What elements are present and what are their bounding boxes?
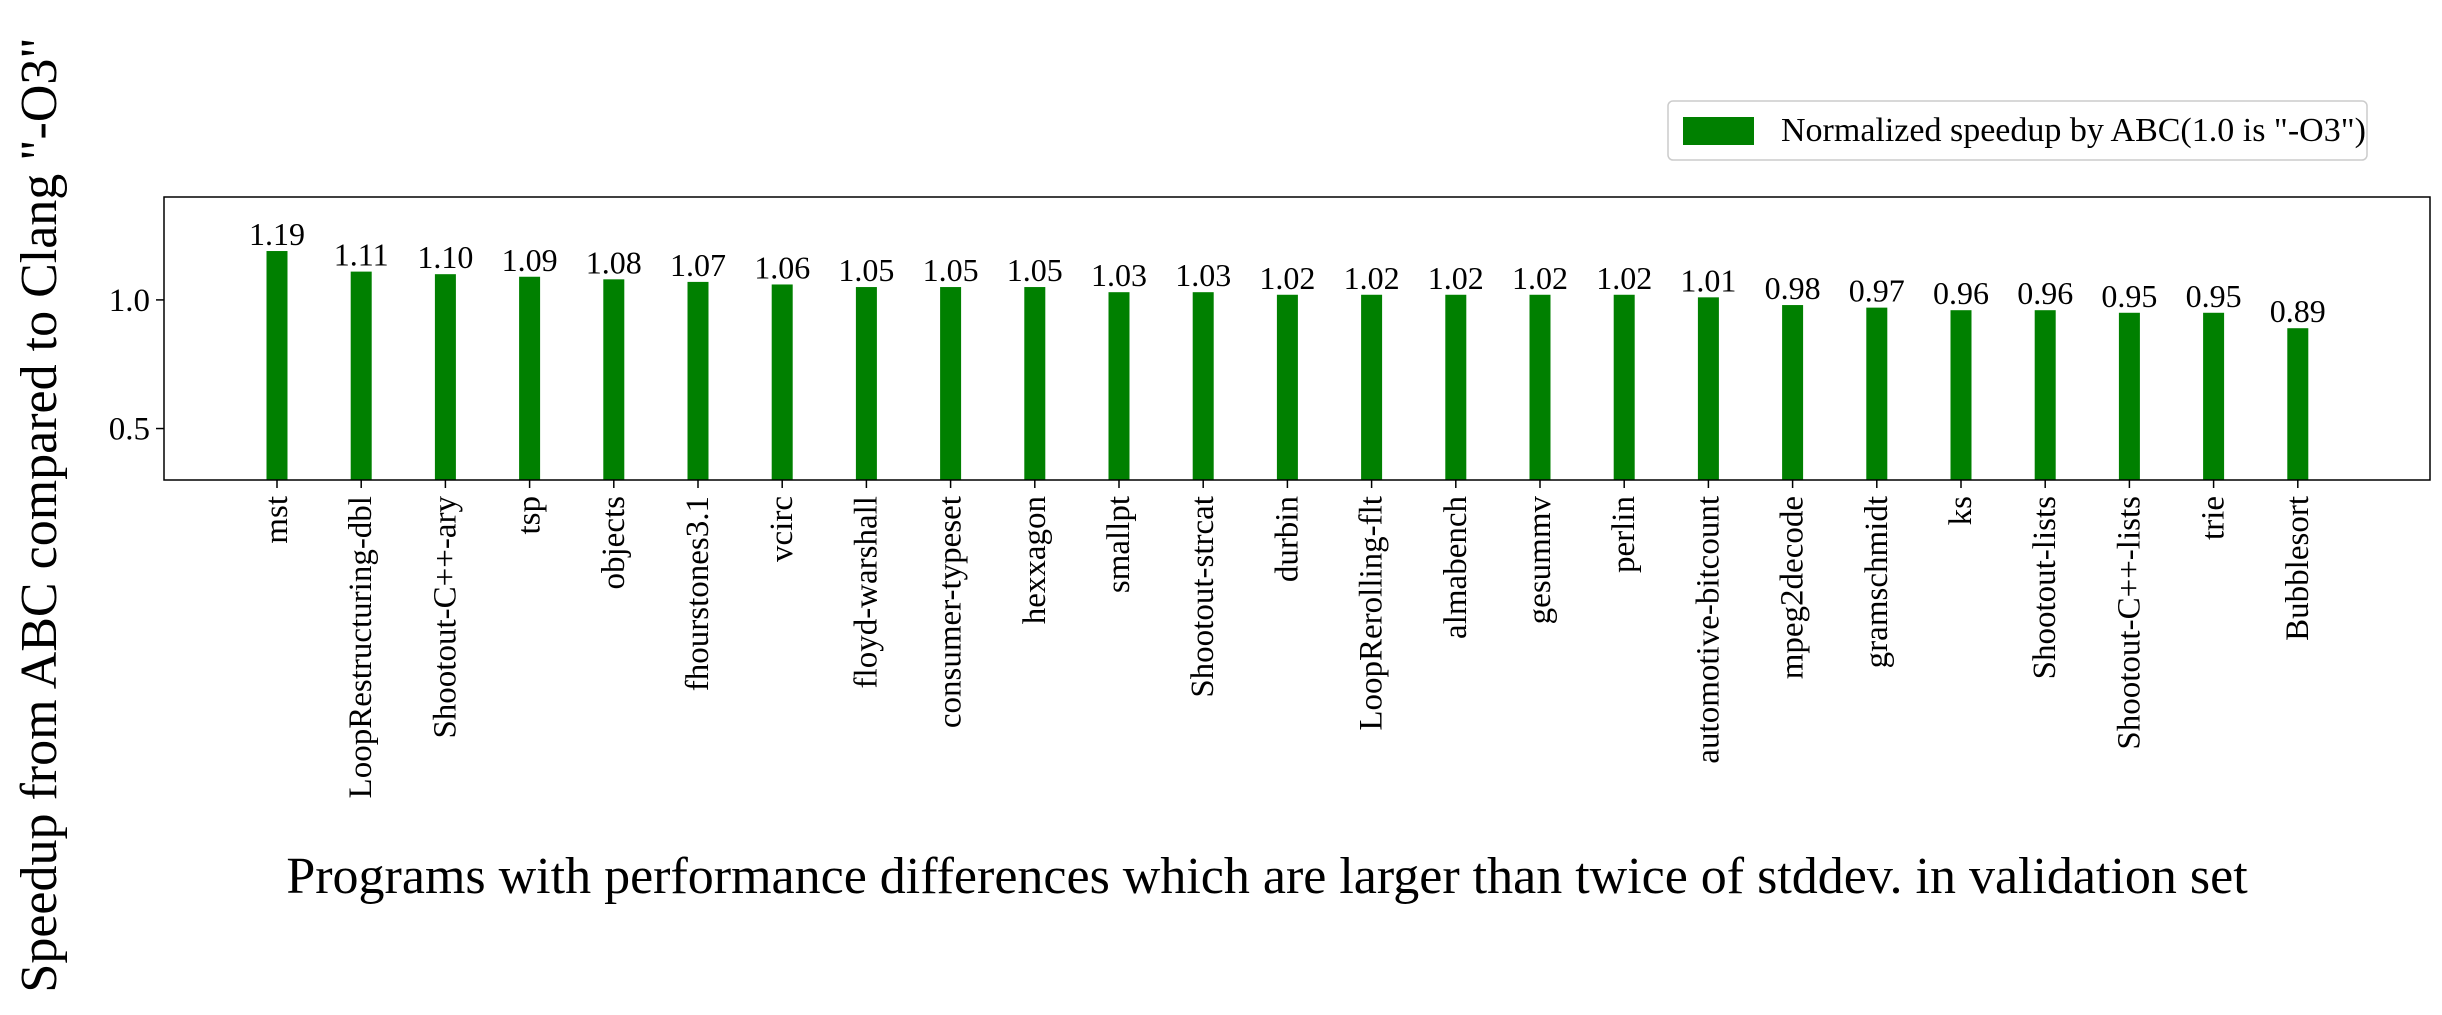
bar-value-label: 1.02 xyxy=(1428,260,1484,296)
bar-value-label: 1.09 xyxy=(502,242,558,278)
bars-group xyxy=(266,251,2309,480)
x-tick-label: Shootout-lists xyxy=(2027,496,2063,679)
y-axis-ticks: 0.5 1.0 xyxy=(109,283,164,448)
bar-tsp xyxy=(519,276,541,480)
x-tick-label: tsp xyxy=(512,496,548,535)
bar-objects xyxy=(603,279,625,480)
bar-value-label: 1.06 xyxy=(754,249,810,285)
bar-mpeg2decode xyxy=(1782,305,1804,480)
bar-hexxagon xyxy=(1024,287,1046,480)
x-tick-label: hexxagon xyxy=(1017,496,1053,624)
plot-frame xyxy=(163,196,2431,481)
x-tick-label: mpeg2decode xyxy=(1775,496,1811,679)
bar-ks xyxy=(1950,310,1972,480)
x-tick-label: perlin xyxy=(1606,496,1642,573)
bar-value-label: 1.05 xyxy=(923,252,979,288)
bar-Shootout-C++-ary xyxy=(434,274,456,480)
legend-frame xyxy=(1667,100,2368,161)
x-axis-label: Programs with performance differences wh… xyxy=(286,848,2248,905)
x-tick-label: fhourstones3.1 xyxy=(680,496,716,691)
bar-mst xyxy=(266,251,288,480)
bar-LoopRestructuring-dbl xyxy=(350,271,372,480)
bar-value-label: 1.08 xyxy=(586,244,642,280)
x-tick-label: ks xyxy=(1943,496,1979,525)
y-tick-label: 0.5 xyxy=(109,412,150,448)
bar-fhourstones3.1 xyxy=(687,281,709,480)
bar-smallpt xyxy=(1108,292,1130,480)
y-axis-label: Speedup from ABC compared to Clang "-O3" xyxy=(11,37,68,992)
y-tick-label: 1.0 xyxy=(109,283,150,319)
x-tick-label: automotive-bitcount xyxy=(1690,496,1726,764)
bar-value-label: 0.89 xyxy=(2270,293,2326,329)
bar-value-label: 1.03 xyxy=(1091,257,1147,293)
x-tick-label: Bubblesort xyxy=(2280,496,2316,641)
bar-value-label: 0.95 xyxy=(2186,278,2242,314)
bar-labels-group: 1.19 1.11 1.10 1.09 1.08 1.07 1.06 1.05 1.05 1.05… xyxy=(249,216,2326,329)
bar-gesummv xyxy=(1529,294,1551,480)
bar-value-label: 1.19 xyxy=(249,216,305,252)
x-tick-label: objects xyxy=(596,496,632,589)
bar-value-label: 1.05 xyxy=(1007,252,1063,288)
x-tick-label: Shootout-C++-lists xyxy=(2111,496,2147,750)
bar-Shootout-lists xyxy=(2034,310,2056,480)
bar-value-label: 1.07 xyxy=(670,247,726,283)
bar-consumer-typeset xyxy=(940,287,962,480)
bar-perlin xyxy=(1613,294,1635,480)
x-tick-label: floyd-warshall xyxy=(848,496,884,688)
x-tick-label: LoopRerolling-flt xyxy=(1354,496,1390,731)
bar-value-label: 1.02 xyxy=(1344,260,1400,296)
bar-value-label: 1.02 xyxy=(1596,260,1652,296)
bar-floyd-warshall xyxy=(855,287,877,480)
bar-value-label: 0.96 xyxy=(1933,275,1989,311)
x-tick-label: Shootout-strcat xyxy=(1185,496,1221,698)
x-tick-label: vcirc xyxy=(764,496,800,562)
bar-durbin xyxy=(1276,294,1298,480)
bar-value-label: 0.96 xyxy=(2017,275,2073,311)
bar-value-label: 1.02 xyxy=(1512,260,1568,296)
x-tick-label: gramschmidt xyxy=(1859,496,1895,668)
bar-vcirc xyxy=(771,284,793,480)
x-tick-label: Shootout-C++-ary xyxy=(427,496,463,739)
bar-value-label: 1.03 xyxy=(1175,257,1231,293)
bar-value-label: 0.97 xyxy=(1849,273,1905,309)
legend-swatch xyxy=(1683,117,1754,145)
bar-value-label: 1.05 xyxy=(838,252,894,288)
bar-Shootout-strcat xyxy=(1192,292,1214,480)
bar-value-label: 0.98 xyxy=(1765,270,1821,306)
bar-value-label: 0.95 xyxy=(2101,278,2157,314)
bar-Bubblesort xyxy=(2287,328,2309,480)
x-tick-label: mst xyxy=(259,496,295,544)
x-tick-label: durbin xyxy=(1269,496,1305,582)
x-tick-label: consumer-typeset xyxy=(933,496,969,728)
bar-LoopRerolling-flt xyxy=(1361,294,1383,480)
legend-label: Normalized speedup by ABC(1.0 is "-O3") xyxy=(1781,112,2366,149)
x-tick-label: gesummv xyxy=(1522,496,1558,625)
x-tick-label: almabench xyxy=(1438,496,1474,639)
bar-value-label: 1.11 xyxy=(334,237,389,273)
bar-value-label: 1.02 xyxy=(1259,260,1315,296)
bar-value-label: 1.10 xyxy=(417,239,473,275)
x-tick-label: smallpt xyxy=(1101,496,1137,593)
bar-automotive-bitcount xyxy=(1697,297,1719,480)
bar-value-label: 1.01 xyxy=(1680,262,1736,298)
x-tick-label: trie xyxy=(2196,496,2232,540)
bar-Shootout-C++-lists xyxy=(2118,312,2140,480)
x-tick-label: LoopRestructuring-dbl xyxy=(343,496,379,798)
bar-trie xyxy=(2203,312,2225,480)
bar-almabench xyxy=(1445,294,1467,480)
bar-gramschmidt xyxy=(1866,307,1888,480)
legend: Normalized speedup by ABC(1.0 is "-O3") xyxy=(1667,100,2368,161)
x-axis-ticks: mst LoopRestructuring-dbl Shootout-C++-ary… xyxy=(259,480,2316,798)
